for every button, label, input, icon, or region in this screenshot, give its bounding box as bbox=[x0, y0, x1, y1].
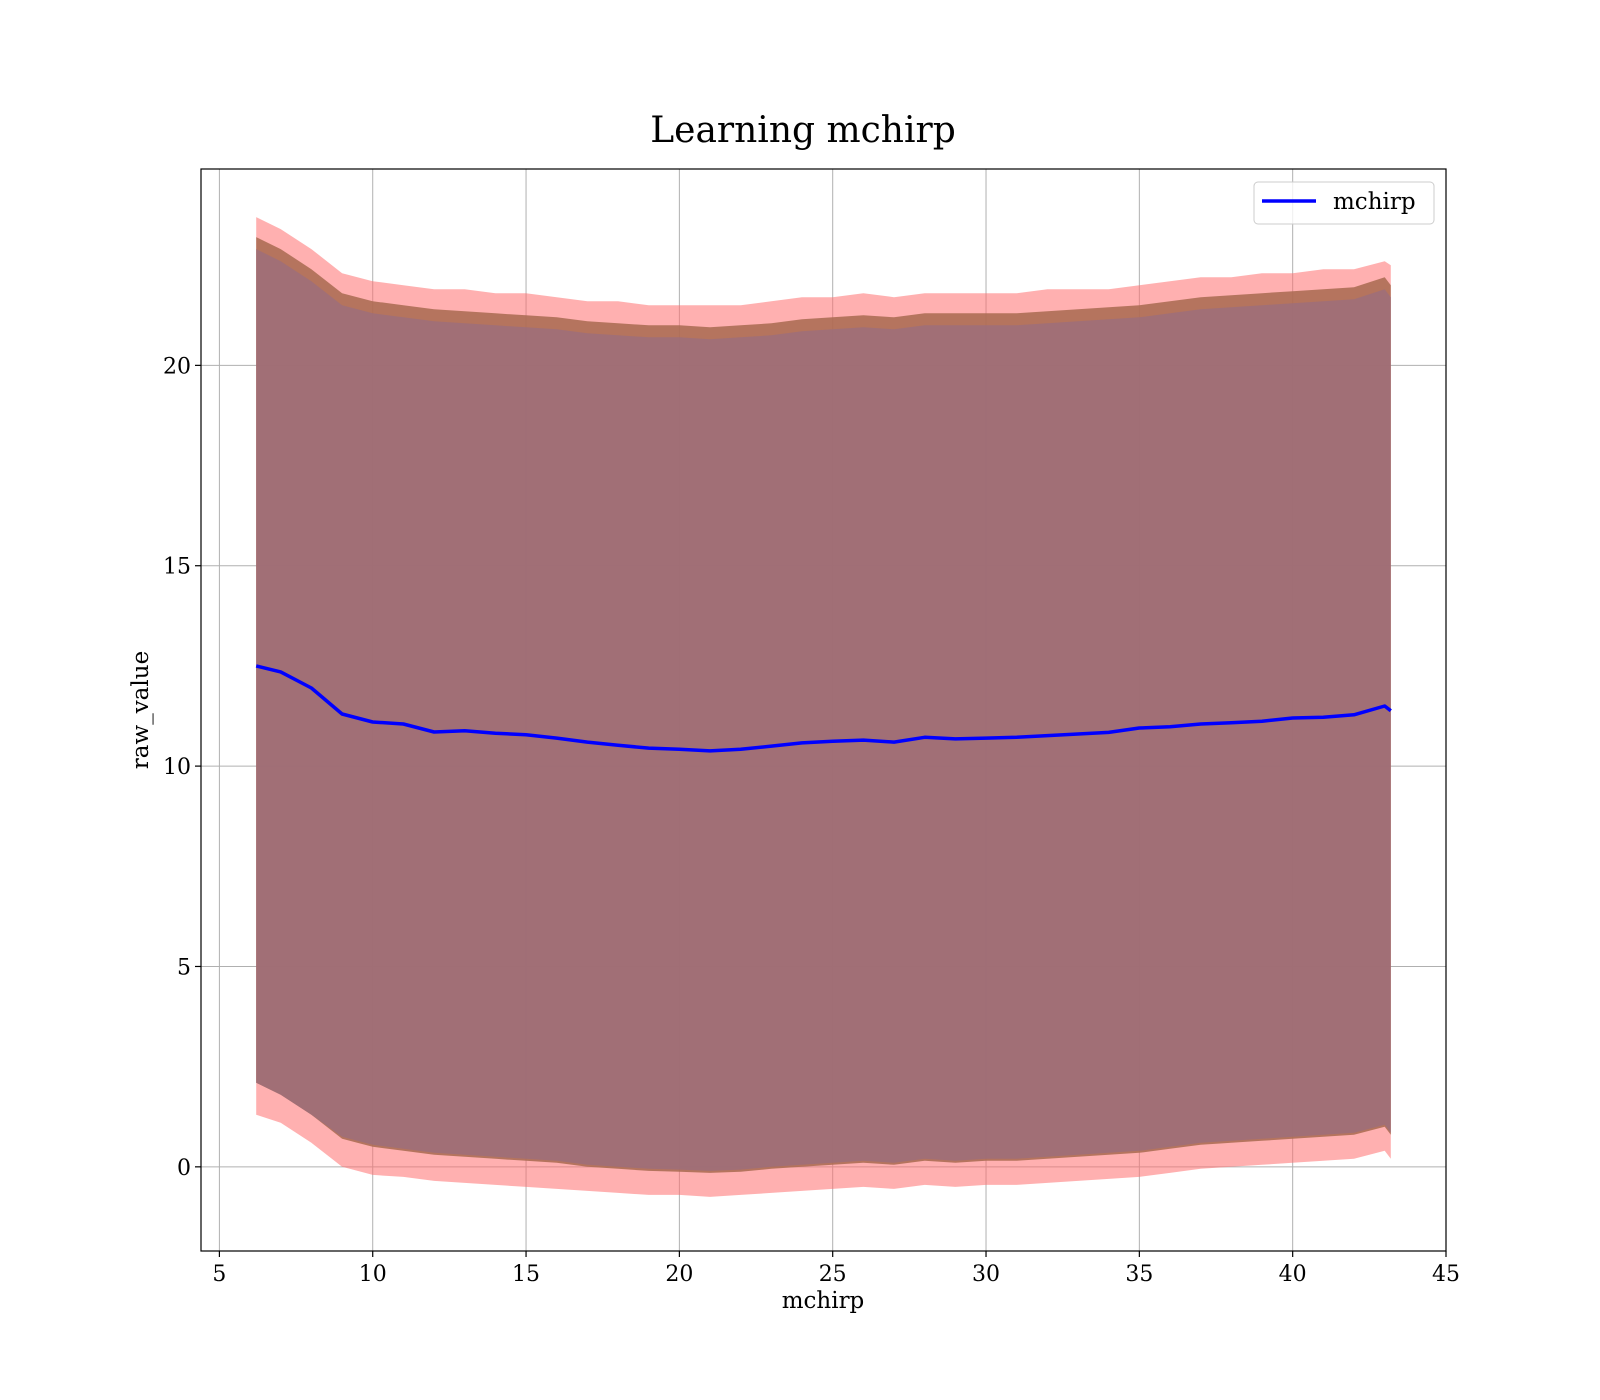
x-tick-label: 15 bbox=[512, 1262, 540, 1287]
chart-title: Learning mchirp bbox=[650, 110, 956, 151]
series-line bbox=[255, 664, 1392, 753]
y-axis-label: raw_value bbox=[128, 651, 154, 769]
x-tick-label: 5 bbox=[212, 1262, 226, 1287]
x-tick-label: 10 bbox=[359, 1262, 387, 1287]
x-axis-label: mchirp bbox=[782, 1288, 865, 1314]
x-tick-label: 40 bbox=[1279, 1262, 1307, 1287]
y-tick-label: 10 bbox=[163, 755, 191, 780]
x-tick-label: 20 bbox=[665, 1262, 693, 1287]
y-tick-label: 20 bbox=[163, 354, 191, 379]
legend-box bbox=[1253, 181, 1435, 225]
y-tick-label: 15 bbox=[163, 555, 191, 580]
x-tick-label: 25 bbox=[819, 1262, 847, 1287]
confidence-band-3 bbox=[256, 249, 1391, 1171]
plot-frame bbox=[200, 168, 1447, 1252]
axis-ticks: 5 10 15 20 25 30 35 40 45 0 5 10 15 20 bbox=[163, 354, 1460, 1287]
legend: mchirp bbox=[1253, 181, 1435, 225]
x-tick-label: 45 bbox=[1432, 1262, 1460, 1287]
series-lines bbox=[255, 664, 1392, 753]
y-tick-label: 5 bbox=[177, 955, 191, 980]
legend-label: mchirp bbox=[1333, 189, 1416, 215]
x-tick-label: 35 bbox=[1125, 1262, 1153, 1287]
confidence-bands bbox=[256, 217, 1391, 1197]
x-tick-label: 30 bbox=[972, 1262, 1000, 1287]
y-tick-label: 0 bbox=[177, 1156, 191, 1181]
